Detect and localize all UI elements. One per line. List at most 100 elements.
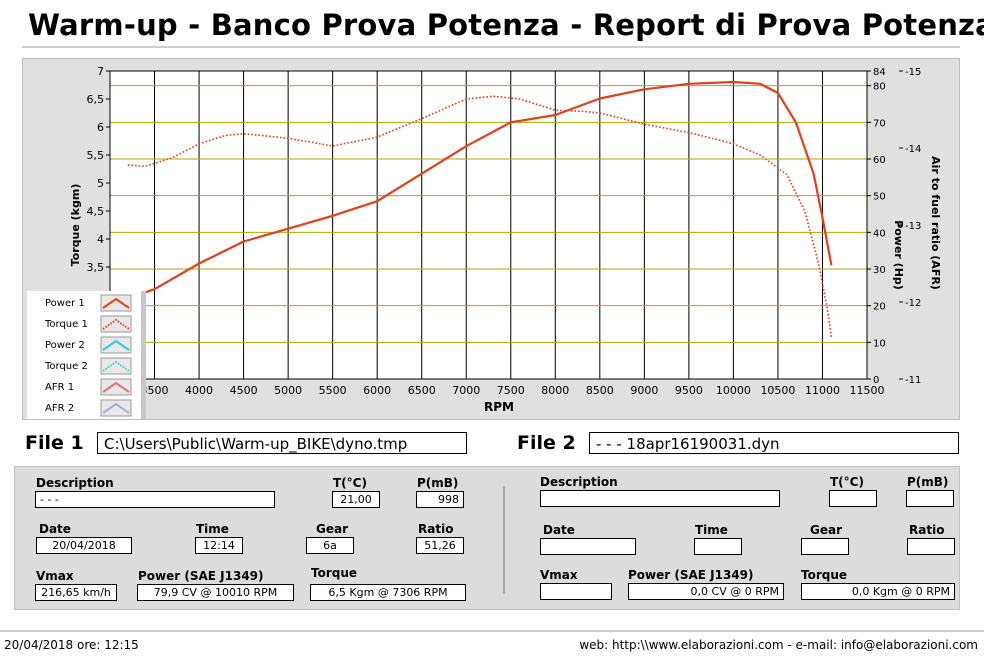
info1-description-label: Description	[36, 476, 114, 490]
power-tick-label: 50	[873, 192, 886, 203]
footer-contact: web: http:\\www.elaborazioni.com - e-mai…	[579, 638, 978, 652]
legend-swatch	[100, 336, 132, 354]
plot-frame	[109, 70, 868, 380]
info1-gear-field[interactable]: 6a	[306, 537, 354, 554]
legend-label: Power 1	[45, 298, 85, 309]
legend-background	[27, 291, 141, 419]
info1-torque-label: Torque	[311, 566, 358, 580]
info1-temp-field[interactable]: 21,00	[332, 491, 380, 508]
power-tick-label: 0	[873, 375, 879, 386]
info1-gear-label: Gear	[316, 522, 349, 536]
chart-legend[interactable]: Power 1 Torque 1 Power 2 Torque 2 AFR 1 AFR 2	[27, 291, 146, 419]
info1-date-field[interactable]: 20/04/2018	[36, 537, 132, 554]
info1-vmax-field[interactable]: 216,65 km/h	[35, 584, 117, 601]
info2-date-label: Date	[543, 523, 575, 537]
report-title: Warm-up - Banco Prova Potenza - Report d…	[28, 8, 984, 42]
y-axis-label-power: Power (Hp)	[892, 220, 905, 290]
legend-label: AFR 1	[45, 382, 74, 393]
afr-tick-label: -15	[905, 67, 921, 78]
info2-ratio-field[interactable]	[907, 538, 955, 555]
legend-label: Torque 1	[44, 319, 88, 330]
power-tick-label: 10	[873, 338, 886, 349]
info1-date-label: Date	[39, 522, 71, 536]
legend-swatch-line	[102, 318, 130, 330]
x-tick-label: 10500	[760, 384, 795, 397]
info2-vmax-field[interactable]	[540, 583, 612, 600]
legend-swatch-line	[102, 402, 130, 414]
legend-swatch	[100, 378, 132, 396]
torque-tick-label: 5,5	[87, 149, 105, 162]
footer-divider	[0, 630, 984, 632]
y-axis-label-afr: Air to fuel ratio (AFR)	[929, 156, 942, 290]
x-tick-label: 8000	[541, 384, 569, 397]
torque-tick-label: 5	[97, 177, 104, 190]
power-tick-label: 60	[873, 155, 886, 166]
dyno-chart: 3500 4000 4500 5000 5500 6000 6500 7000 7500 8000…	[27, 65, 942, 419]
legend-swatch	[100, 294, 132, 312]
info1-description-field[interactable]: - - -	[35, 491, 275, 508]
legend-swatch	[100, 399, 132, 417]
torque-tick-label: 6	[97, 121, 104, 134]
info2-time-field[interactable]	[694, 538, 742, 555]
info2-vmax-label: Vmax	[540, 568, 578, 582]
info2-torque-label: Torque	[801, 568, 848, 582]
legend-swatch-line	[102, 297, 130, 309]
info2-gear-field[interactable]	[801, 538, 849, 555]
x-tick-label: 9000	[630, 384, 658, 397]
legend-swatch	[100, 357, 132, 375]
info2-torque-field[interactable]: 0,0 Kgm @ 0 RPM	[801, 583, 955, 600]
file1-label: File 1	[25, 432, 84, 454]
x-tick-label: 6000	[363, 384, 391, 397]
torque-tick-label: 4	[97, 233, 104, 246]
info2-ratio-label: Ratio	[909, 523, 945, 537]
legend-swatch-line	[102, 381, 130, 393]
legend-label: AFR 2	[45, 403, 74, 414]
torque-tick-label: 4,5	[87, 205, 105, 218]
legend-scrollbar	[141, 291, 146, 419]
info2-description-field[interactable]	[540, 490, 780, 507]
file2-path-field[interactable]: - - - 18apr16190031.dyn	[589, 432, 959, 454]
info2-date-field[interactable]	[540, 538, 636, 555]
info1-time-label: Time	[196, 522, 229, 536]
info2-time-label: Time	[695, 523, 728, 537]
x-tick-label: 6500	[408, 384, 436, 397]
x-tick-label: 4500	[230, 384, 258, 397]
file2-label: File 2	[517, 432, 576, 454]
info2-temp-label: T(°C)	[830, 475, 864, 489]
legend-swatch-line	[102, 339, 130, 351]
info2-temp-field[interactable]	[829, 490, 877, 507]
info1-time-field[interactable]: 12:14	[195, 537, 243, 554]
x-tick-label: 4000	[185, 384, 213, 397]
info1-power-field[interactable]: 79,9 CV @ 10010 RPM	[137, 584, 294, 601]
power-tick-label: 80	[873, 82, 886, 93]
info2-pressure-label: P(mB)	[907, 475, 949, 489]
plot-area	[110, 71, 867, 379]
x-tick-label: 7500	[497, 384, 525, 397]
x-tick-label: 3500	[141, 384, 169, 397]
x-tick-label: 11500	[850, 384, 885, 397]
legend-swatch	[100, 315, 132, 333]
file1-path-field[interactable]: C:\Users\Public\Warm-up_BIKE\dyno.tmp	[97, 432, 467, 454]
legend-label: Torque 2	[44, 361, 88, 372]
afr-tick-label: -13	[905, 221, 921, 232]
power-tick-label: 70	[873, 118, 886, 129]
legend-label: Power 2	[45, 340, 85, 351]
afr-tick-label: -14	[905, 144, 921, 155]
torque-1-line	[127, 95, 833, 338]
info1-power-label: Power (SAE J1349)	[138, 569, 264, 583]
title-divider	[22, 46, 960, 48]
afr-tick-label: -12	[905, 298, 921, 309]
info1-ratio-field[interactable]: 51,26	[416, 537, 464, 554]
torque-tick-label: 7	[97, 65, 104, 78]
torque-tick-label: 6,5	[87, 93, 105, 106]
power-tick-label: 20	[873, 302, 886, 313]
afr-tick-label: -11	[905, 375, 921, 386]
info2-pressure-field[interactable]	[906, 490, 954, 507]
info-divider	[503, 486, 505, 594]
x-tick-label: 5500	[319, 384, 347, 397]
info1-torque-field[interactable]: 6,5 Kgm @ 7306 RPM	[310, 584, 466, 601]
x-tick-label: 9500	[675, 384, 703, 397]
info1-pressure-field[interactable]: 998	[416, 491, 464, 508]
info2-power-field[interactable]: 0,0 CV @ 0 RPM	[628, 583, 784, 600]
power-tick-label: 84	[873, 67, 886, 78]
